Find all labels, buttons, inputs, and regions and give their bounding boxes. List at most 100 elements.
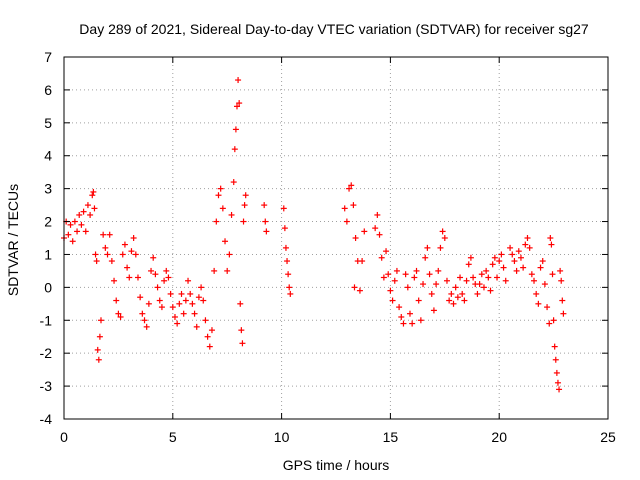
data-point-marker	[361, 228, 368, 235]
data-point-marker	[396, 304, 403, 311]
data-point-marker	[424, 244, 431, 251]
data-point-marker	[241, 202, 248, 209]
data-point-marker	[102, 244, 109, 251]
data-point-marker	[359, 258, 366, 265]
data-point-marker	[465, 261, 472, 268]
data-point-marker	[524, 235, 531, 241]
data-point-marker	[139, 310, 146, 317]
data-point-marker	[426, 271, 433, 278]
data-point-marker	[509, 251, 516, 258]
x-tick-label: 20	[491, 429, 507, 445]
data-point-marker	[552, 356, 559, 363]
data-point-marker	[491, 254, 498, 261]
data-point-marker	[415, 297, 422, 304]
data-point-marker	[185, 277, 192, 284]
data-point-marker	[213, 218, 220, 225]
data-point-marker	[413, 267, 420, 274]
data-point-marker	[106, 231, 113, 238]
data-point-marker	[97, 317, 104, 324]
y-tick-label: 1	[44, 246, 52, 262]
data-point-marker	[76, 211, 83, 218]
data-point-marker	[517, 254, 524, 261]
data-point-marker	[113, 297, 120, 304]
data-point-marker	[96, 333, 103, 340]
y-tick-label: -1	[40, 312, 53, 328]
data-point-marker	[559, 297, 566, 304]
data-point-marker	[400, 320, 407, 327]
data-point-marker	[284, 258, 291, 265]
data-point-marker	[433, 281, 440, 288]
data-point-marker	[554, 379, 561, 386]
data-point-marker	[485, 274, 492, 281]
chart-title: Day 289 of 2021, Sidereal Day-to-day VTE…	[79, 21, 589, 37]
x-tick-label: 25	[600, 429, 616, 445]
y-tick-label: 2	[44, 214, 52, 230]
data-point-marker	[547, 235, 554, 241]
data-point-marker	[351, 284, 358, 291]
data-point-marker	[507, 244, 514, 251]
data-point-marker	[132, 251, 139, 258]
data-point-marker	[548, 241, 555, 248]
data-point-marker	[356, 287, 363, 294]
y-tick-label: 6	[44, 82, 52, 98]
data-point-marker	[520, 264, 527, 271]
data-point-marker	[195, 294, 202, 301]
data-point-marker	[448, 290, 455, 297]
data-point-marker	[380, 274, 387, 281]
data-point-marker	[193, 323, 200, 330]
data-point-marker	[531, 277, 538, 284]
data-point-marker	[65, 231, 72, 238]
data-point-marker	[191, 310, 198, 317]
data-point-marker	[352, 235, 359, 241]
data-point-marker	[115, 310, 122, 317]
data-point-marker	[428, 290, 435, 297]
data-point-marker	[134, 274, 141, 281]
data-point-marker	[452, 284, 459, 291]
data-point-marker	[541, 281, 548, 288]
data-point-marker	[80, 208, 87, 215]
y-tick-label: 7	[44, 49, 52, 65]
data-point-marker	[515, 248, 522, 255]
y-tick-label: 3	[44, 181, 52, 197]
data-point-marker	[378, 254, 385, 261]
data-point-marker	[230, 179, 237, 186]
data-point-marker	[208, 327, 215, 334]
data-point-marker	[71, 218, 78, 225]
data-point-marker	[150, 254, 157, 261]
data-point-marker	[430, 307, 437, 314]
data-point-marker	[219, 205, 226, 212]
data-point-marker	[411, 274, 418, 281]
data-point-marker	[156, 297, 163, 304]
data-point-marker	[537, 264, 544, 271]
data-point-marker	[143, 323, 150, 330]
data-point-marker	[282, 244, 289, 251]
data-point-marker	[94, 346, 101, 353]
data-point-marker	[202, 317, 209, 324]
data-point-marker	[141, 317, 148, 324]
data-point-marker	[285, 271, 292, 278]
x-tick-label: 0	[60, 429, 68, 445]
data-point-marker	[387, 287, 394, 294]
data-point-marker	[176, 300, 183, 307]
data-point-marker	[439, 228, 446, 235]
y-tick-label: 0	[44, 279, 52, 295]
data-point-marker	[158, 304, 165, 311]
data-point-marker	[560, 310, 567, 317]
data-point-marker	[182, 297, 189, 304]
data-point-marker	[235, 77, 242, 84]
data-point-marker	[450, 300, 457, 307]
data-point-marker	[171, 313, 178, 320]
data-point-marker	[457, 274, 464, 281]
data-point-marker	[551, 343, 558, 350]
data-point-marker	[215, 192, 222, 199]
data-point-marker	[553, 369, 560, 376]
data-point-marker	[93, 258, 100, 265]
data-point-marker	[242, 192, 249, 199]
data-point-marker	[350, 202, 357, 209]
data-point-marker	[513, 267, 520, 274]
data-point-marker	[535, 300, 542, 307]
data-point-marker	[346, 185, 353, 192]
data-point-marker	[104, 251, 111, 258]
